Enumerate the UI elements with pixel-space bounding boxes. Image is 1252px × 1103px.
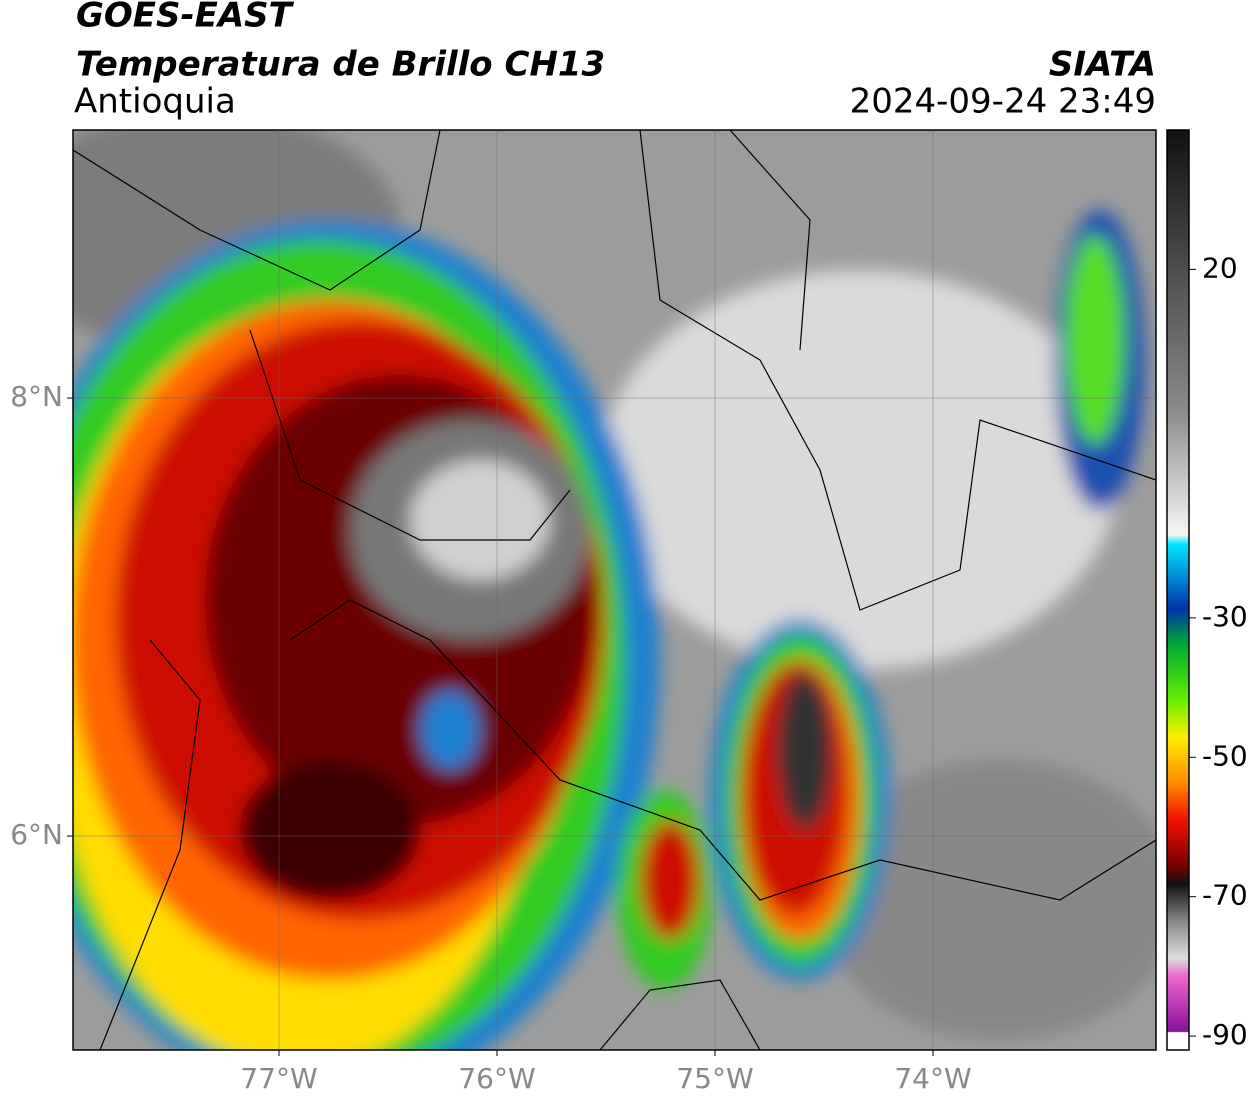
subtitle: Temperatura de Brillo CH13 (76, 45, 605, 85)
y-tick-label: 8°N (10, 380, 63, 413)
map-frame (72, 129, 1157, 1051)
colorbar-tick-label: -50 (1202, 739, 1248, 772)
source: SIATA (1049, 45, 1156, 85)
timestamp: 2024-09-24 23:49 (850, 82, 1156, 122)
colorbar (1166, 129, 1190, 1051)
x-tick-label: 76°W (458, 1062, 535, 1095)
x-tick-label: 77°W (240, 1062, 317, 1095)
title: GOES-EAST (76, 0, 295, 36)
y-tick-label: 6°N (10, 818, 63, 851)
x-tick-label: 74°W (894, 1062, 971, 1095)
satellite-image (73, 130, 1156, 1050)
x-tick-label: 75°W (676, 1062, 753, 1095)
region: Antioquia (74, 82, 236, 122)
colorbar-tick-label: 20 (1202, 251, 1238, 284)
colorbar-tick-label: -70 (1202, 879, 1248, 912)
colorbar-tick-label: -90 (1202, 1018, 1248, 1051)
colorbar-tick-label: -30 (1202, 600, 1248, 633)
